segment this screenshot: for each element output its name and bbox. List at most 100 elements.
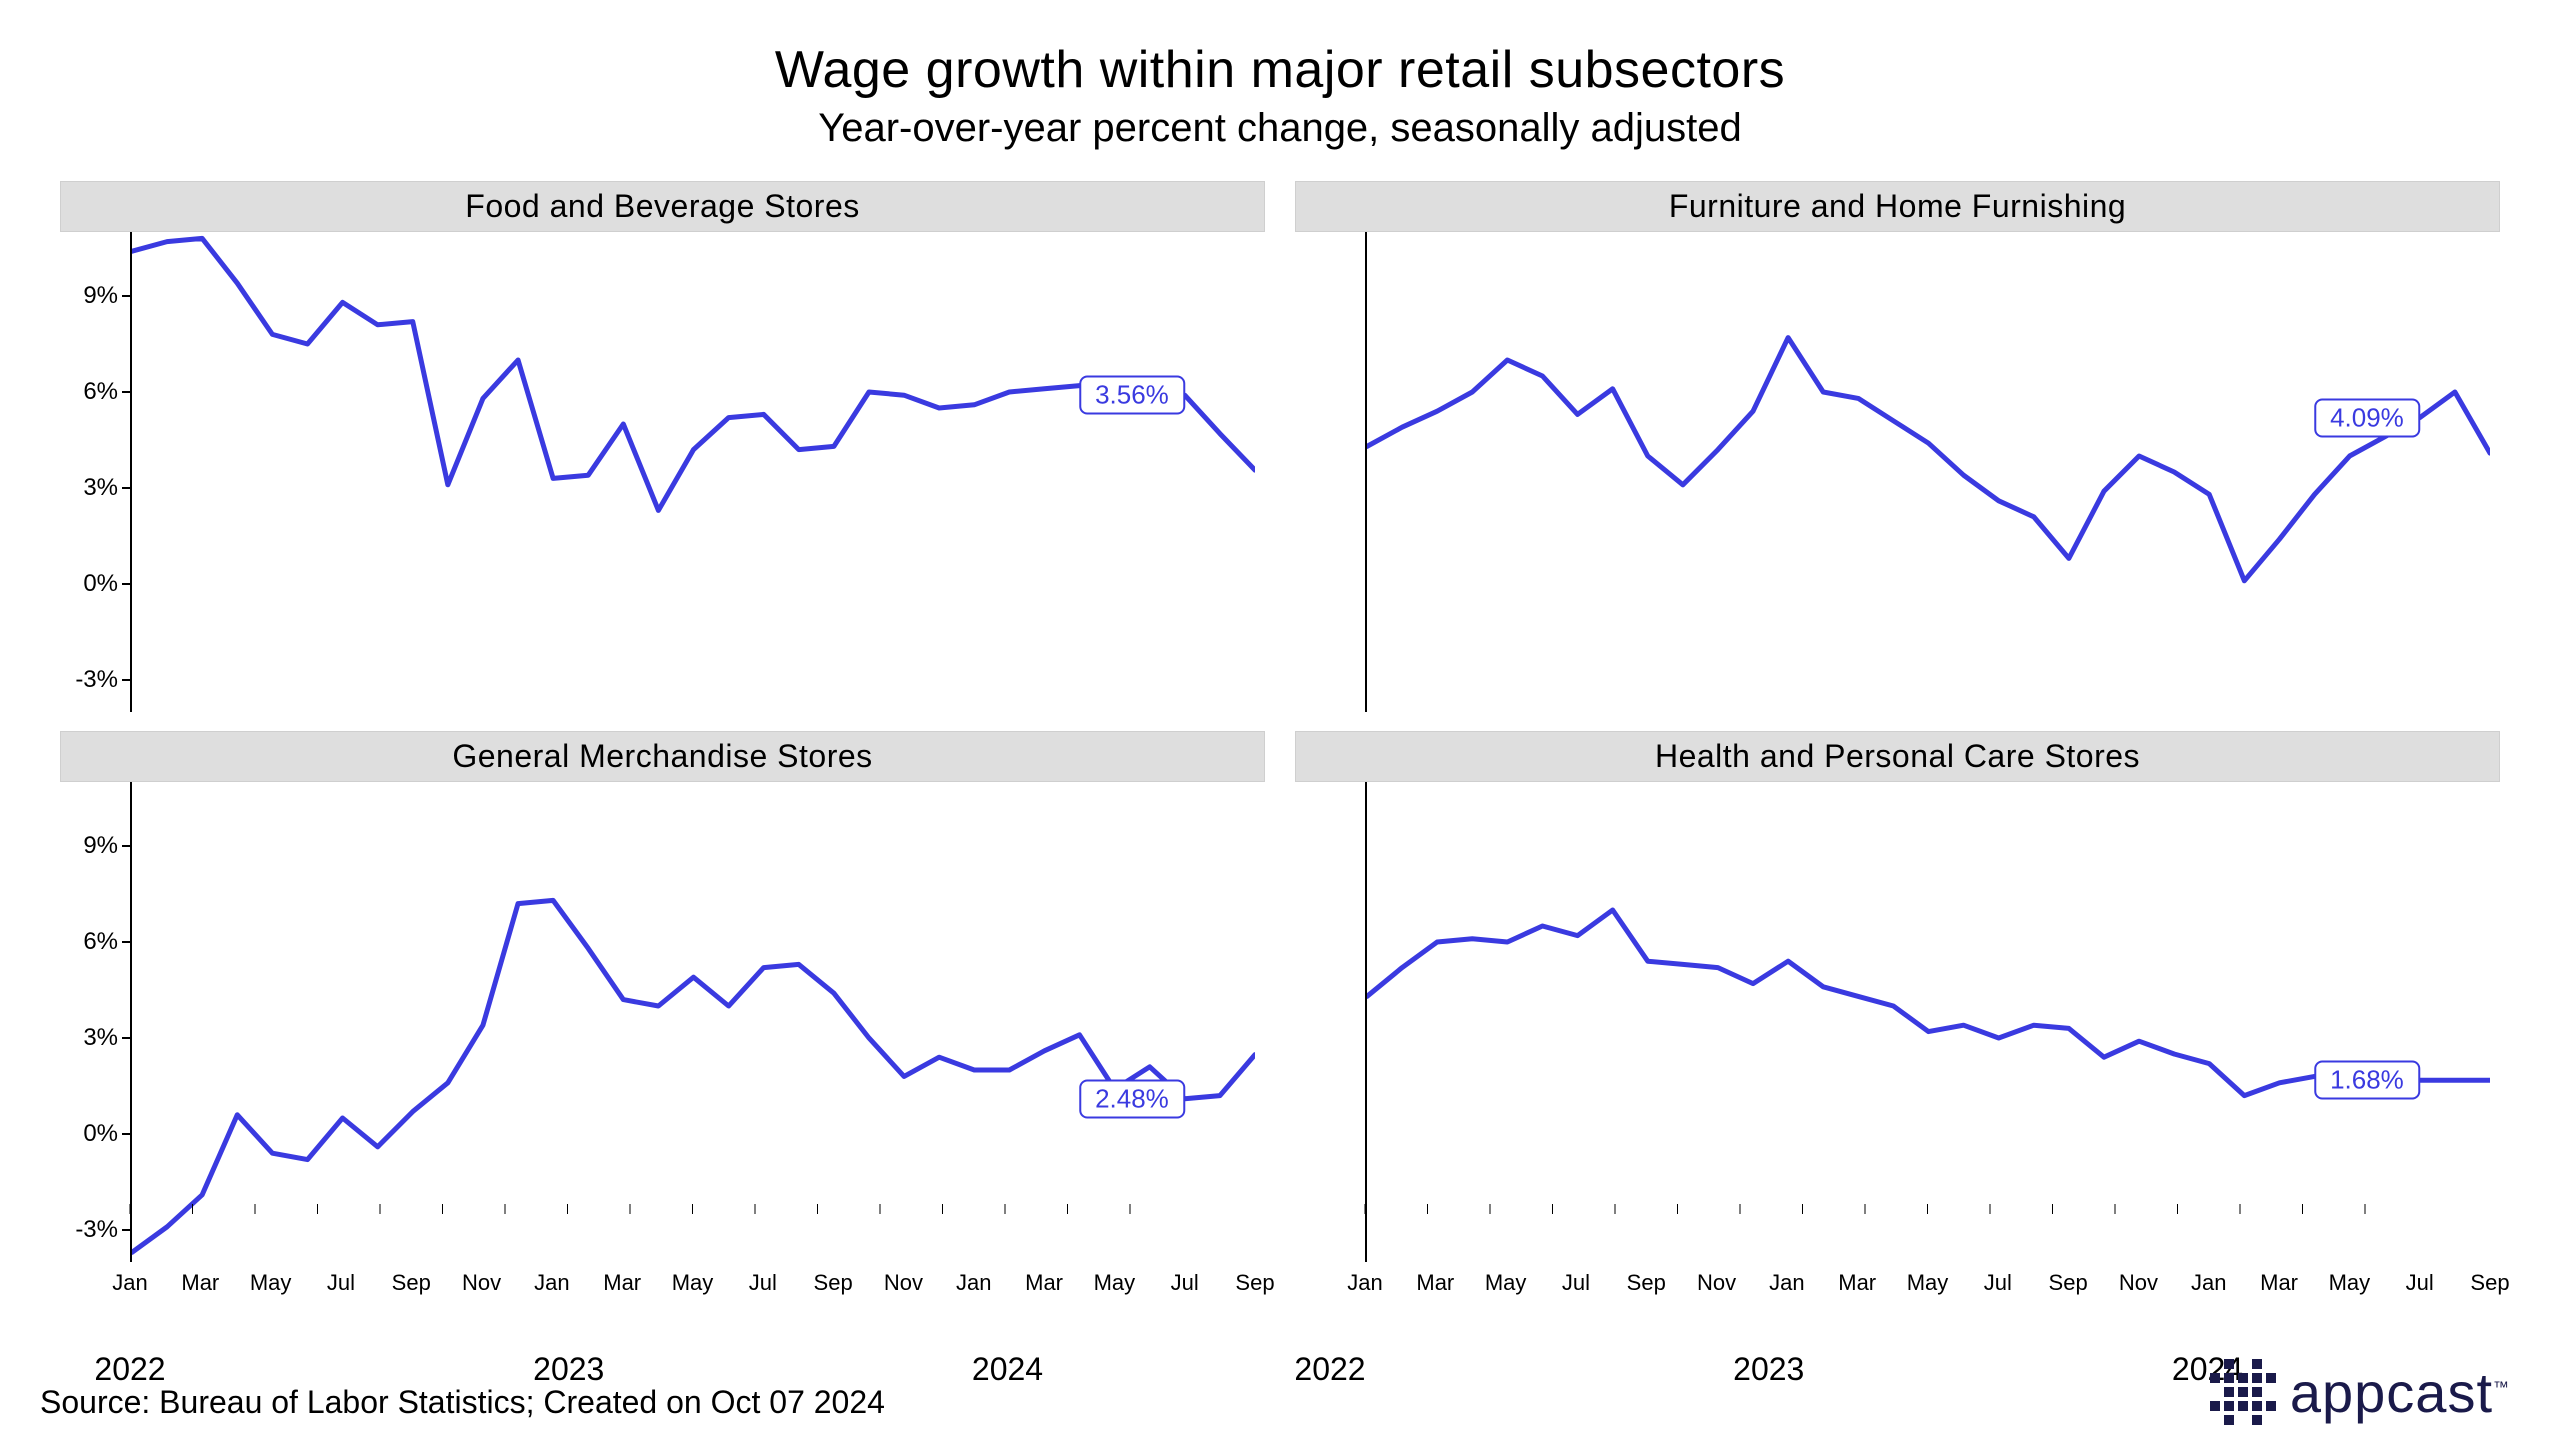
x-tick-label: Mar (1025, 1270, 1063, 1296)
x-tick-label: Jan (534, 1270, 569, 1296)
y-tick-label: 9% (83, 282, 118, 310)
series-line (132, 900, 1255, 1252)
x-tick-label: May (1094, 1270, 1136, 1296)
y-axis-ticks: -3% 0% 3% 6% 9% (60, 232, 130, 712)
line-plot: 3.56% (130, 232, 1255, 712)
panel-title: Health and Personal Care Stores (1295, 731, 2500, 782)
y-tick-label: 0% (83, 1120, 118, 1148)
y-tick-label: 0% (83, 570, 118, 598)
chart-subtitle: Year-over-year percent change, seasonall… (60, 106, 2500, 151)
x-tick-label: Jul (327, 1270, 355, 1296)
y-tick-mark (122, 487, 130, 489)
line-svg (1367, 232, 2490, 712)
brand-name: appcast (2290, 1361, 2493, 1424)
x-tick-label: May (1907, 1270, 1949, 1296)
plot-area: 1.68%JanMarMayJulSepNovJanMarMayJulSepNo… (1295, 782, 2500, 1262)
y-tick-label: -3% (75, 1216, 118, 1244)
y-tick-mark (122, 941, 130, 943)
chart-title: Wage growth within major retail subsecto… (60, 40, 2500, 100)
y-tick-label: 3% (83, 1024, 118, 1052)
x-axis-labels: JanMarMayJulSepNovJanMarMayJulSepNovJanM… (130, 1270, 1255, 1300)
x-tick-label: Jul (749, 1270, 777, 1296)
y-tick-mark (122, 679, 130, 681)
x-tick-label: Jul (2406, 1270, 2434, 1296)
x-tick-label: Nov (884, 1270, 923, 1296)
y-tick-mark (122, 1133, 130, 1135)
x-tick-label: Jan (112, 1270, 147, 1296)
y-tick-mark (122, 845, 130, 847)
x-tick-label: May (250, 1270, 292, 1296)
x-tick-label: May (1485, 1270, 1527, 1296)
x-tick-label: Sep (1627, 1270, 1666, 1296)
year-label: 2023 (1733, 1351, 1804, 1388)
value-callout: 3.56% (1079, 376, 1185, 415)
x-tick-label: Jan (1347, 1270, 1382, 1296)
series-line (132, 238, 1255, 510)
chart-panel: Furniture and Home Furnishing 4.09% (1295, 181, 2500, 711)
trademark-icon: ™ (2493, 1379, 2510, 1396)
x-tick-label: Mar (2260, 1270, 2298, 1296)
value-callout: 4.09% (2314, 398, 2420, 437)
x-tick-label: Sep (392, 1270, 431, 1296)
line-plot: 4.09% (1365, 232, 2490, 712)
series-line (1367, 338, 2490, 581)
y-tick-label: -3% (75, 666, 118, 694)
brand-logo-icon (2210, 1359, 2276, 1425)
x-tick-label: Jan (1769, 1270, 1804, 1296)
panel-title: Furniture and Home Furnishing (1295, 181, 2500, 232)
y-tick-label: 6% (83, 378, 118, 406)
y-tick-mark (122, 391, 130, 393)
line-svg (132, 232, 1255, 712)
chart-panel: General Merchandise Stores-3%0%3%6%9%2.4… (60, 731, 1265, 1261)
panel-title: Food and Beverage Stores (60, 181, 1265, 232)
plot-area: -3%0%3%6%9%2.48%JanMarMayJulSepNovJanMar… (60, 782, 1265, 1262)
x-tick-label: Sep (1235, 1270, 1274, 1296)
x-tick-label: Mar (603, 1270, 641, 1296)
year-label: 2022 (1294, 1351, 1365, 1388)
panel-grid: Food and Beverage Stores -3% 0% 3% 6% 9% 3.56%… (60, 181, 2500, 1261)
value-callout: 1.68% (2314, 1061, 2420, 1100)
y-tick-label: 6% (83, 928, 118, 956)
line-plot: 2.48% (130, 782, 1255, 1262)
x-tick-label: Jul (1984, 1270, 2012, 1296)
x-axis-ticks (1365, 1204, 2365, 1264)
source-footer: Source: Bureau of Labor Statistics; Crea… (40, 1384, 885, 1421)
y-tick-label: 3% (83, 474, 118, 502)
brand-logo-text: appcast™ (2290, 1360, 2510, 1425)
x-tick-label: Mar (181, 1270, 219, 1296)
brand-logo: appcast™ (2210, 1359, 2510, 1425)
x-tick-label: May (2329, 1270, 2371, 1296)
x-tick-label: Mar (1416, 1270, 1454, 1296)
x-tick-label: Nov (1697, 1270, 1736, 1296)
value-callout: 2.48% (1079, 1079, 1185, 1118)
chart-panel: Health and Personal Care Stores1.68%JanM… (1295, 731, 2500, 1261)
x-tick-label: Sep (814, 1270, 853, 1296)
x-axis-labels: JanMarMayJulSepNovJanMarMayJulSepNovJanM… (1365, 1270, 2490, 1300)
panel-title: General Merchandise Stores (60, 731, 1265, 782)
title-block: Wage growth within major retail subsecto… (60, 40, 2500, 151)
line-plot: 1.68% (1365, 782, 2490, 1262)
x-tick-label: Jul (1171, 1270, 1199, 1296)
x-tick-label: Nov (462, 1270, 501, 1296)
line-svg (132, 782, 1255, 1262)
x-tick-label: Jan (2191, 1270, 2226, 1296)
y-tick-mark (122, 1037, 130, 1039)
x-tick-label: May (672, 1270, 714, 1296)
x-tick-label: Jan (956, 1270, 991, 1296)
year-label: 2024 (972, 1351, 1043, 1388)
y-axis-ticks: -3%0%3%6%9% (60, 782, 130, 1262)
chart-container: Wage growth within major retail subsecto… (0, 0, 2560, 1455)
x-tick-label: Sep (2049, 1270, 2088, 1296)
plot-area: -3% 0% 3% 6% 9% 3.56% (60, 232, 1265, 712)
chart-panel: Food and Beverage Stores -3% 0% 3% 6% 9% 3.56% (60, 181, 1265, 711)
y-tick-mark (122, 295, 130, 297)
y-tick-mark (122, 1229, 130, 1231)
x-tick-label: Mar (1838, 1270, 1876, 1296)
x-axis-ticks (130, 1204, 1130, 1264)
x-tick-label: Jul (1562, 1270, 1590, 1296)
y-tick-mark (122, 583, 130, 585)
x-tick-label: Sep (2470, 1270, 2509, 1296)
x-tick-label: Nov (2119, 1270, 2158, 1296)
plot-area: 4.09% (1295, 232, 2500, 712)
year-label: 2023 (533, 1351, 604, 1388)
